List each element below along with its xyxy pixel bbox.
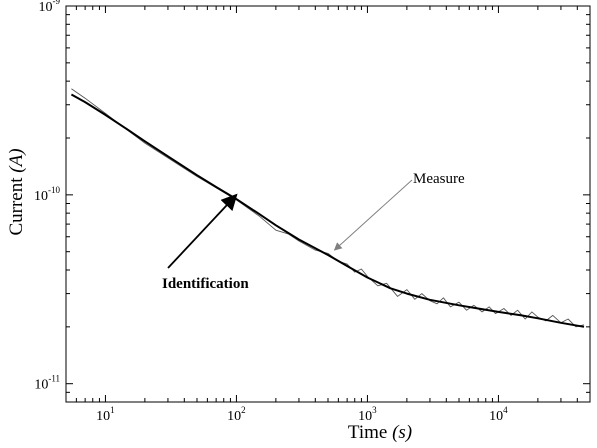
x-tick-label: 103 <box>358 405 377 424</box>
annotation-label-measure: Measure <box>413 171 465 187</box>
x-tick-label: 104 <box>489 405 508 424</box>
annotation-label-identification: Identification <box>162 276 249 292</box>
y-tick-label: 10-10 <box>34 185 60 204</box>
tick-labels-layer: 101 102 103 104 10-9 10-10 10-11 <box>34 0 508 424</box>
ticks-layer <box>65 5 591 403</box>
series-layer <box>70 88 585 328</box>
plot-frame <box>65 5 591 403</box>
annotations-layer: Measure Identification <box>162 171 465 292</box>
x-axis-title: Time (s) <box>348 422 412 443</box>
annotation-arrow-identification <box>167 193 238 269</box>
y-tick-label: 10-11 <box>34 374 60 393</box>
y-tick-label: 10-9 <box>39 0 61 15</box>
series-line-identification <box>70 93 585 328</box>
series-line-measure <box>71 88 585 328</box>
x-tick-label: 102 <box>227 405 246 424</box>
y-axis-title: Current (A) <box>6 148 27 235</box>
annotation-arrow-measure <box>333 179 413 251</box>
x-tick-label: 101 <box>96 405 115 424</box>
